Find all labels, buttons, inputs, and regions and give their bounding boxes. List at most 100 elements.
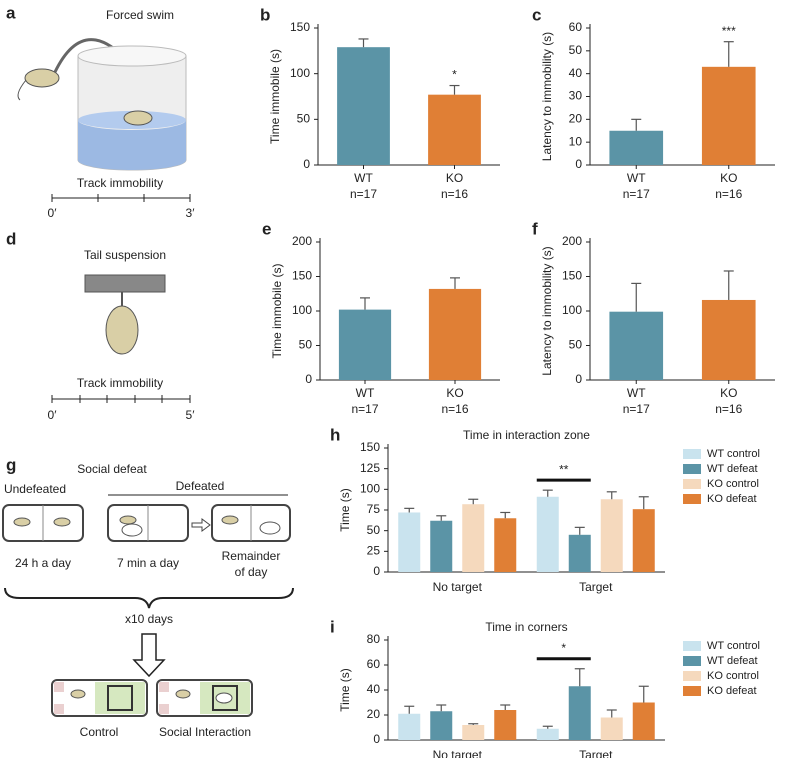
y-tick-label: 30: [569, 89, 583, 103]
y-axis-label: Latency to immobility (s): [540, 246, 554, 375]
y-tick-label: 100: [360, 482, 380, 496]
y-tick-label: 50: [299, 338, 313, 352]
legend-swatch: [683, 479, 701, 489]
bar: [600, 717, 623, 740]
n-label: n=16: [715, 187, 742, 201]
diagram-title: Tail suspension: [84, 248, 166, 262]
mouse: [221, 515, 239, 525]
y-tick-label: 0: [305, 372, 312, 386]
time-end: 3′: [186, 206, 196, 220]
x-tick-label: KO: [446, 386, 463, 400]
zone: [95, 682, 145, 714]
bar: [338, 309, 392, 380]
y-tick-label: 150: [562, 269, 582, 283]
diagram-title: Social defeat: [77, 462, 147, 476]
legend-label: WT control: [707, 448, 760, 460]
track-label: Track immobility: [77, 176, 163, 190]
bar: [632, 702, 655, 740]
legend-label: WT control: [707, 640, 760, 652]
timeline-ticks: [51, 194, 191, 202]
time-start: 0′: [48, 206, 58, 220]
x-tick-label: KO: [446, 171, 463, 185]
bar: [337, 47, 390, 165]
n-label: n=16: [441, 402, 468, 416]
panel-label: b: [260, 5, 270, 24]
bar: [462, 504, 485, 572]
legend-label: WT defeat: [707, 655, 758, 667]
mouse-tail: [17, 79, 27, 101]
x-tick-label: WT: [356, 386, 375, 400]
bar: [462, 725, 485, 740]
bar: [428, 94, 481, 165]
mouse: [70, 689, 86, 699]
chart-title: Time in interaction zone: [463, 428, 590, 442]
x-tick-label: Target: [579, 580, 613, 594]
mouse: [119, 515, 137, 525]
corner: [159, 704, 169, 714]
enclosure: [212, 685, 238, 711]
brace: [4, 587, 294, 609]
y-tick-label: 0: [373, 732, 380, 746]
y-tick-label: 25: [367, 544, 381, 558]
track-label: Track immobility: [77, 376, 163, 390]
corner: [54, 682, 64, 692]
legend-label: KO control: [707, 670, 759, 682]
y-tick-label: 0: [575, 157, 582, 171]
y-tick-label: 125: [360, 461, 380, 475]
legend-label: WT defeat: [707, 463, 758, 475]
duration: Remainder: [222, 549, 281, 563]
x-tick-label: No target: [433, 580, 483, 594]
arena-label: Social Interaction: [159, 725, 251, 739]
y-axis-label: Time (s): [338, 668, 352, 712]
n-label: n=16: [715, 402, 742, 416]
panel-label: h: [330, 425, 340, 444]
significance: *: [561, 641, 566, 655]
panel-label: d: [6, 229, 16, 248]
bar: [701, 66, 756, 165]
y-axis-label: Time immobile (s): [270, 264, 284, 359]
y-tick-label: 200: [562, 234, 582, 248]
legend-swatch: [683, 464, 701, 474]
mouse: [24, 68, 60, 88]
bar: [536, 728, 559, 740]
legend-swatch: [683, 656, 701, 666]
legend-label: KO defeat: [707, 493, 757, 505]
bar: [494, 518, 517, 572]
y-tick-label: 100: [290, 66, 310, 80]
legend-swatch: [683, 494, 701, 504]
mouse: [105, 305, 139, 355]
y-tick-label: 20: [569, 112, 583, 126]
repeat-label: x10 days: [125, 612, 173, 626]
y-tick-label: 100: [292, 303, 312, 317]
bar: [430, 520, 453, 572]
n-label: n=17: [350, 187, 377, 201]
panel-label: g: [6, 455, 16, 474]
y-tick-label: 0: [303, 157, 310, 171]
arena-label: Control: [80, 725, 119, 739]
bar: [84, 274, 166, 293]
legend-label: KO defeat: [707, 685, 757, 697]
duration: 7 min a day: [117, 556, 179, 570]
y-tick-label: 60: [367, 657, 381, 671]
bar: [494, 710, 517, 740]
legend-label: KO control: [707, 478, 759, 490]
diagram-title: Forced swim: [106, 8, 174, 22]
legend-swatch: [683, 686, 701, 696]
significance: *: [452, 68, 457, 82]
y-tick-label: 40: [569, 66, 583, 80]
y-tick-label: 150: [360, 440, 380, 454]
bar: [398, 713, 421, 740]
y-tick-label: 50: [569, 338, 583, 352]
y-tick-label: 50: [569, 43, 583, 57]
legend-swatch: [683, 449, 701, 459]
enclosure: [107, 685, 133, 711]
corner: [159, 682, 169, 692]
mouse: [259, 521, 281, 535]
timeline-ticks: [51, 395, 191, 403]
n-label: n=17: [623, 402, 650, 416]
mouse: [13, 517, 31, 527]
x-tick-label: KO: [720, 171, 737, 185]
duration: 24 h a day: [15, 556, 71, 570]
y-tick-label: 50: [367, 523, 381, 537]
